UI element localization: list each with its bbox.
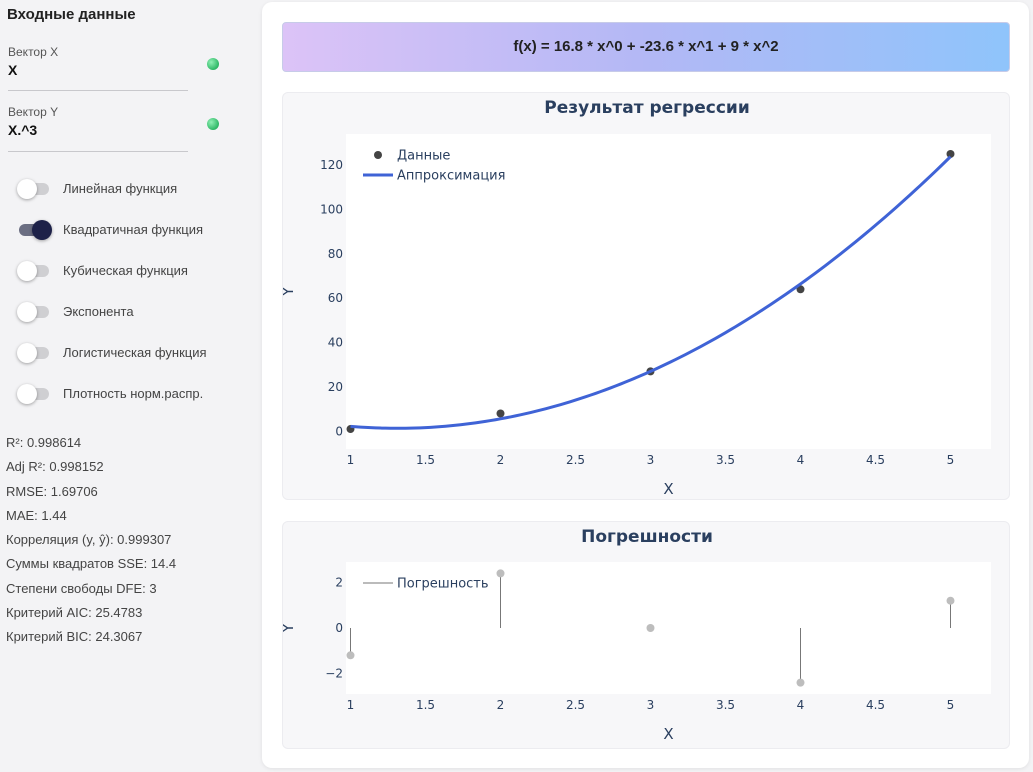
- legend-marker: [374, 151, 382, 159]
- x-tick-label: 5: [947, 698, 955, 712]
- main-panel: f(x) = 16.8 * x^0 + -23.6 * x^1 + 9 * x^…: [262, 2, 1029, 768]
- toggle-quadratic[interactable]: Квадратичная функция: [17, 219, 247, 241]
- stat-sse: Суммы квадратов SSE: 14.4: [6, 556, 177, 572]
- x-tick-label: 1: [347, 698, 355, 712]
- formula-banner: f(x) = 16.8 * x^0 + -23.6 * x^1 + 9 * x^…: [282, 22, 1010, 72]
- residual-point: [796, 678, 805, 687]
- toggle-label: Экспонента: [63, 304, 134, 319]
- y-tick-label: 100: [320, 202, 343, 216]
- data-point: [946, 149, 955, 158]
- residuals-chart[interactable]: Погрешности 1 1.5 2 2.5 3 3.5 4 4.5 5 −2 0 2 X Y Погреш…: [283, 522, 1011, 750]
- toggle-label: Кубическая функция: [63, 263, 188, 278]
- cubic-switch[interactable]: [17, 261, 51, 281]
- x-tick-label: 1.5: [416, 453, 435, 467]
- vector-y-status-icon: [207, 118, 219, 130]
- y-tick-label: 2: [335, 575, 343, 589]
- x-tick-label: 4.5: [866, 698, 885, 712]
- y-tick-label: 0: [335, 424, 343, 438]
- x-tick-label: 4.5: [866, 453, 885, 467]
- regression-chart-card: Результат регрессии 1 1.5 2 2.5 3 3.5 4 4.5 5 0 20 4…: [282, 92, 1010, 500]
- residual-point: [646, 624, 655, 632]
- x-tick-label: 1: [347, 453, 355, 467]
- quadratic-switch[interactable]: [17, 220, 52, 240]
- x-tick-label: 3: [647, 453, 655, 467]
- stat-adj-r2: Adj R²: 0.998152: [6, 459, 104, 475]
- vector-x-label: Вектор X: [8, 45, 59, 59]
- toggle-label: Логистическая функция: [63, 345, 207, 360]
- toggle-exponent[interactable]: Экспонента: [17, 301, 247, 323]
- vector-x-status-icon: [207, 58, 219, 70]
- legend-label: Погрешность: [397, 577, 489, 592]
- x-tick-label: 3: [647, 698, 655, 712]
- toggle-label: Линейная функция: [63, 181, 178, 196]
- x-tick-label: 2.5: [566, 698, 585, 712]
- stat-dfe: Степени свободы DFE: 3: [6, 580, 157, 596]
- residual-point: [496, 569, 505, 578]
- x-tick-label: 2.5: [566, 453, 585, 467]
- stat-r2: R²: 0.998614: [6, 435, 82, 450]
- residuals-chart-card: Погрешности 1 1.5 2 2.5 3 3.5 4 4.5 5 −2 0 2 X Y Погреш…: [282, 521, 1010, 749]
- logistic-switch[interactable]: [17, 343, 51, 363]
- toggle-normal-density[interactable]: Плотность норм.распр.: [17, 383, 247, 405]
- x-tick-label: 1.5: [416, 698, 435, 712]
- stats-list: R²: 0.998614 Adj R²: 0.998152 RMSE: 1.69…: [6, 435, 177, 655]
- vector-y-label: Вектор Y: [8, 105, 59, 119]
- y-tick-label: 0: [335, 621, 343, 635]
- sidebar: Входные данные Вектор X Вектор Y Линейна…: [0, 0, 258, 772]
- stat-aic: Критерий AIC: 25.4783: [6, 605, 143, 621]
- chart-title: Погрешности: [581, 527, 713, 547]
- x-tick-label: 5: [947, 453, 955, 467]
- regression-chart[interactable]: Результат регрессии 1 1.5 2 2.5 3 3.5 4 4.5 5 0 20 4…: [283, 93, 1011, 501]
- stat-correlation: Корреляция (y, ŷ): 0.999307: [6, 532, 172, 548]
- toggle-cubic[interactable]: Кубическая функция: [17, 260, 247, 282]
- chart-title: Результат регрессии: [544, 98, 750, 118]
- y-tick-label: 40: [328, 336, 343, 350]
- toggle-label: Квадратичная функция: [63, 222, 204, 237]
- x-tick-label: 2: [497, 698, 505, 712]
- y-tick-label: 20: [328, 380, 343, 394]
- stat-rmse: RMSE: 1.69706: [6, 483, 98, 499]
- stat-mae: MAE: 1.44: [6, 507, 67, 523]
- x-tick-label: 4: [797, 698, 805, 712]
- linear-switch[interactable]: [17, 179, 51, 199]
- legend-label: Аппроксимация: [397, 169, 505, 184]
- vector-y-input[interactable]: [8, 122, 188, 138]
- y-tick-label: −2: [325, 667, 343, 681]
- toggle-label: Плотность норм.распр.: [63, 386, 204, 401]
- fit-line: [350, 155, 952, 430]
- residual-point: [346, 651, 355, 660]
- vector-y-field[interactable]: Вектор Y: [8, 105, 188, 152]
- x-axis-label: X: [663, 725, 673, 743]
- toggle-logistic[interactable]: Логистическая функция: [17, 342, 247, 364]
- y-tick-label: 120: [320, 158, 343, 172]
- x-axis-label: X: [663, 480, 673, 498]
- plot-area: [346, 562, 991, 694]
- toggle-linear[interactable]: Линейная функция: [17, 178, 247, 200]
- x-tick-label: 3.5: [716, 453, 735, 467]
- x-tick-label: 3.5: [716, 698, 735, 712]
- plot-area: [346, 134, 991, 449]
- data-point: [796, 285, 805, 294]
- y-axis-label: Y: [283, 623, 297, 634]
- vector-x-input[interactable]: [8, 62, 188, 78]
- legend-label: Данные: [397, 149, 450, 164]
- y-axis-label: Y: [283, 286, 297, 297]
- sidebar-title: Входные данные: [7, 6, 136, 23]
- normal-density-switch[interactable]: [17, 384, 51, 404]
- data-point: [496, 409, 505, 418]
- y-tick-label: 80: [328, 247, 343, 261]
- vector-x-field[interactable]: Вектор X: [8, 45, 188, 91]
- x-tick-label: 2: [497, 453, 505, 467]
- x-tick-label: 4: [797, 453, 805, 467]
- y-tick-label: 60: [328, 291, 343, 305]
- stat-bic: Критерий BIC: 24.3067: [6, 629, 143, 645]
- exponent-switch[interactable]: [17, 302, 51, 322]
- residual-point: [946, 596, 955, 605]
